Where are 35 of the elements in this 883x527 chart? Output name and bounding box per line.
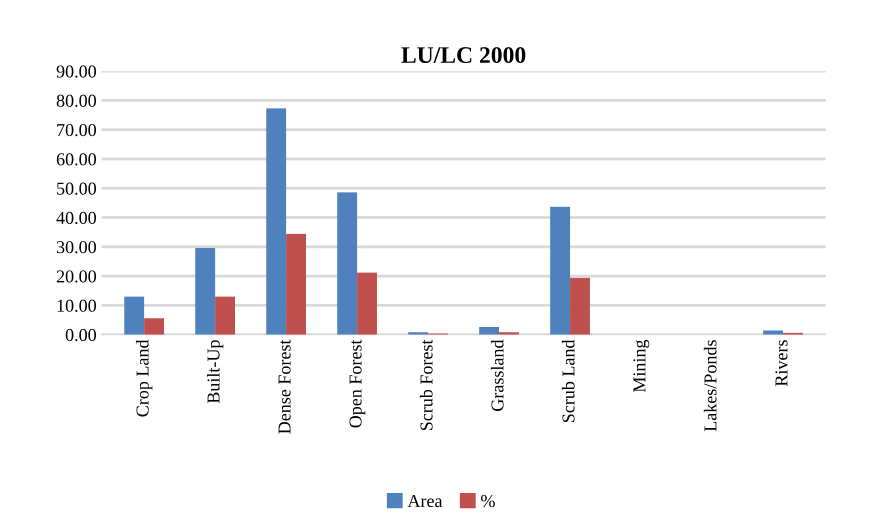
y-tick-label: 80.00 bbox=[56, 94, 96, 107]
y-tick-label: 40.00 bbox=[56, 212, 96, 224]
bar bbox=[266, 108, 286, 335]
bar bbox=[286, 234, 306, 335]
chart-title: LU/LC 2000 bbox=[401, 47, 526, 64]
bar bbox=[357, 272, 377, 335]
x-tick-label: Scrub Land bbox=[562, 340, 575, 422]
bar bbox=[195, 248, 216, 335]
y-tick-label: 50.00 bbox=[57, 182, 96, 195]
y-tick-label: 10.00 bbox=[58, 300, 96, 312]
bar bbox=[144, 318, 164, 335]
bar bbox=[215, 296, 235, 335]
x-tick-label: Scrub Forest bbox=[420, 340, 433, 430]
x-tick-label: Dense Forest bbox=[278, 340, 291, 434]
x-tick-label: Mining bbox=[633, 340, 650, 392]
bar bbox=[337, 192, 358, 335]
y-tick-label: 0.00 bbox=[66, 328, 96, 342]
y-tick-label: 90.00 bbox=[56, 65, 96, 78]
bar bbox=[479, 327, 500, 335]
bar bbox=[550, 206, 570, 335]
y-tick-label: 70.00 bbox=[57, 124, 96, 136]
y-tick-label: 60.00 bbox=[56, 153, 96, 166]
y-tick-label: 20.00 bbox=[56, 270, 96, 283]
legend-label: % bbox=[481, 494, 495, 508]
bar bbox=[124, 296, 144, 335]
x-tick-label: Built-Up bbox=[206, 340, 224, 404]
x-tick-label: Open Forest bbox=[349, 340, 366, 428]
x-tick-label: Lakes/Ponds bbox=[704, 340, 717, 432]
bar bbox=[570, 278, 590, 335]
x-tick-label: Rivers bbox=[775, 340, 788, 386]
bar bbox=[763, 330, 784, 335]
x-tick-label: Crop Land bbox=[136, 340, 152, 416]
y-tick-label: 30.00 bbox=[56, 241, 96, 254]
legend-label: Area bbox=[408, 494, 442, 508]
x-tick-label: Grassland bbox=[490, 340, 504, 411]
